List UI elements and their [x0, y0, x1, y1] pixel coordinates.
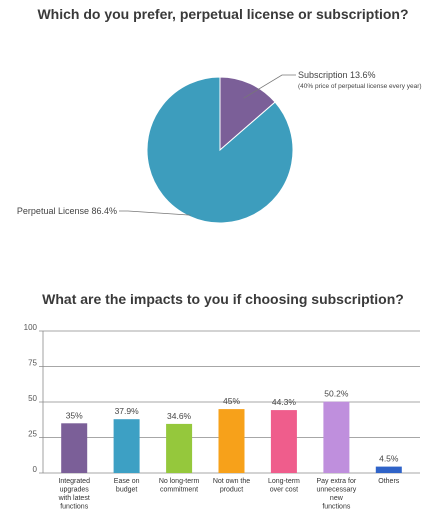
x-category-label: with latest	[58, 495, 90, 502]
pie-slice-subscription	[219, 76, 276, 152]
y-tick-label: 75	[28, 359, 37, 368]
bar	[113, 419, 140, 473]
bar	[323, 401, 350, 473]
perpetual-license-label: Perpetual License 86.4%	[17, 206, 117, 216]
bar	[61, 423, 88, 473]
x-category-label: Integrated	[58, 478, 90, 485]
x-category-label: upgrades	[60, 487, 90, 494]
pie-chart-title: Which do you prefer, perpetual license o…	[37, 6, 409, 22]
bar-value-label: 34.6%	[167, 411, 192, 421]
bar-chart-title: What are the impacts to you if choosing …	[42, 291, 404, 307]
x-category-label: No long-term	[159, 478, 200, 485]
bar-value-label: 37.9%	[115, 406, 140, 416]
x-category-label: functions	[60, 504, 89, 511]
bar	[375, 466, 402, 473]
pie-chart: Subscription 13.6% (40% price of perpetua…	[17, 70, 422, 224]
x-category-label: functions	[322, 504, 351, 511]
x-category-label: over cost	[270, 487, 298, 494]
y-tick-label: 50	[28, 394, 37, 403]
perpetual-leader-line	[119, 210, 191, 216]
x-category-label: commitment	[160, 487, 198, 494]
bar-value-label: 44.3%	[272, 397, 297, 407]
x-category-label: Long-term	[268, 478, 300, 485]
x-category-label: product	[220, 487, 243, 494]
subscription-leader-line	[243, 74, 296, 99]
bar-value-label: 35%	[66, 410, 83, 420]
y-tick-label: 0	[33, 465, 38, 474]
pie-slice-perpetual-license	[146, 76, 294, 224]
x-category-label: Ease on	[114, 478, 140, 485]
bar-value-label: 4.5%	[379, 454, 399, 464]
x-category-label: budget	[116, 487, 137, 494]
y-tick-label: 100	[24, 323, 38, 332]
bar	[166, 423, 193, 473]
bar	[270, 410, 297, 473]
x-category-label: new	[330, 495, 344, 502]
x-category-label: Not own the	[213, 478, 250, 485]
bar	[218, 409, 245, 473]
x-category-label: Others	[378, 478, 400, 485]
x-category-label: unnecessary	[317, 487, 357, 494]
subscription-note: (40% price of perpetual license every ye…	[298, 83, 422, 90]
subscription-label: Subscription 13.6%	[298, 70, 376, 80]
x-category-label: Pay extra for	[317, 478, 357, 485]
bar-value-label: 50.2%	[324, 389, 349, 399]
bar-value-label: 45%	[223, 396, 240, 406]
y-tick-label: 25	[28, 430, 37, 439]
